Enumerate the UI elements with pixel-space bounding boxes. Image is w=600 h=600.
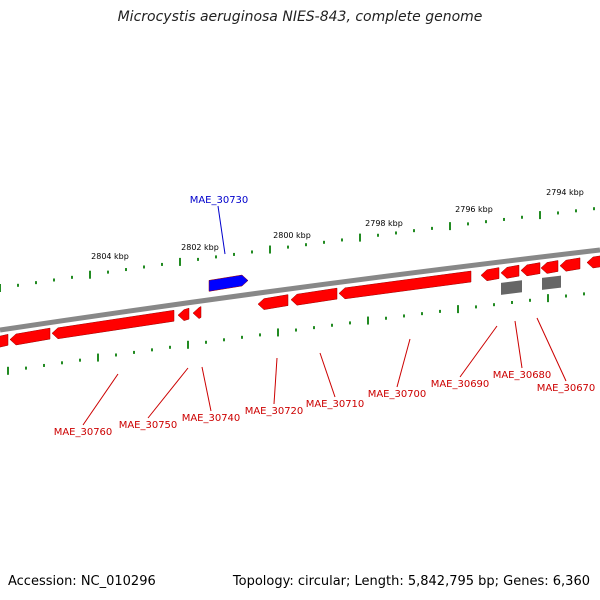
gene-arrow-reverse[interactable]: [520, 262, 541, 277]
gene-labels: MAE_30730 MAE_30760 MAE_30750 MAE_30740 MAE_…: [54, 195, 596, 438]
gene-arrow-reverse[interactable]: [290, 287, 338, 306]
accession-text: Accession: NC_010296: [8, 574, 156, 589]
label-leader-line: [459, 325, 498, 378]
outer-scale-ticks: [0, 207, 595, 292]
gene-label-reverse[interactable]: MAE_30750: [119, 420, 178, 431]
scale-labels: 2804 kbp 2802 kbp 2800 kbp 2798 kbp 2796 kbp…: [91, 188, 584, 261]
scale-label: 2800 kbp: [273, 231, 311, 240]
label-leader-line: [396, 338, 411, 388]
rna-gene-box[interactable]: [542, 275, 561, 290]
gene-arrow-reverse[interactable]: [500, 264, 520, 279]
gene-label-reverse[interactable]: MAE_30740: [182, 413, 241, 424]
inner-scale-ticks: [7, 292, 585, 375]
gene-arrow-reverse[interactable]: [177, 307, 190, 321]
gene-arrow-reverse[interactable]: [257, 294, 289, 310]
gene-label-forward[interactable]: MAE_30730: [190, 195, 249, 206]
label-leader-line: [536, 317, 567, 382]
scale-label: 2798 kbp: [365, 219, 403, 228]
gene-arrow-reverse[interactable]: [0, 333, 9, 348]
label-leader-line: [514, 320, 523, 369]
label-leader-line: [217, 205, 226, 255]
scale-label: 2794 kbp: [546, 188, 584, 197]
gene-arrow-reverse[interactable]: [192, 306, 202, 319]
label-leader-line: [82, 373, 119, 426]
scale-label: 2802 kbp: [181, 243, 219, 252]
gene-arrow-reverse[interactable]: [338, 270, 472, 300]
genome-summary-text: Topology: circular; Length: 5,842,795 bp…: [232, 574, 590, 589]
gene-label-reverse[interactable]: MAE_30700: [368, 389, 427, 400]
label-leader-line: [201, 366, 212, 412]
gene-label-reverse[interactable]: MAE_30680: [493, 370, 552, 381]
rna-gene-box[interactable]: [501, 280, 522, 295]
gene-arrow-reverse[interactable]: [540, 260, 559, 274]
gene-features: [0, 254, 600, 348]
gene-label-reverse[interactable]: MAE_30670: [537, 383, 596, 394]
scale-label: 2796 kbp: [455, 205, 493, 214]
gene-label-reverse[interactable]: MAE_30710: [306, 399, 365, 410]
label-leader-line: [273, 357, 278, 405]
gene-arrow-reverse[interactable]: [9, 327, 51, 346]
gene-arrow-reverse[interactable]: [51, 309, 175, 340]
gene-arrow-reverse[interactable]: [480, 267, 500, 282]
map-title: Microcystis aeruginosa NIES-843, complet…: [117, 9, 483, 25]
gene-arrow-forward[interactable]: [208, 274, 249, 292]
scale-label: 2804 kbp: [91, 252, 129, 261]
gene-label-reverse[interactable]: MAE_30690: [431, 379, 490, 390]
gene-label-reverse[interactable]: MAE_30720: [245, 406, 304, 417]
gene-arrow-reverse[interactable]: [559, 257, 581, 272]
label-leader-line: [147, 367, 189, 419]
label-leaders: [82, 205, 567, 426]
gene-label-reverse[interactable]: MAE_30760: [54, 427, 113, 438]
label-leader-line: [319, 352, 336, 398]
gene-arrow-reverse[interactable]: [586, 254, 600, 269]
genome-backbone: [0, 247, 600, 333]
